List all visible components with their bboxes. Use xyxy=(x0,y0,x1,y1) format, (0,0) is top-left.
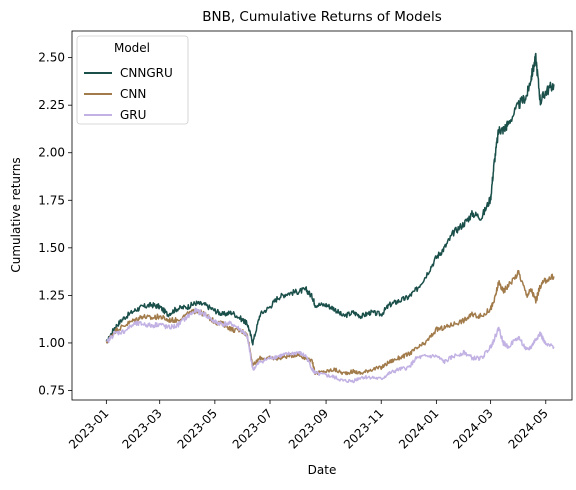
legend-title: Model xyxy=(114,41,150,55)
series-line-gru xyxy=(106,307,555,384)
x-axis-label: Date xyxy=(308,463,337,477)
x-tick-label: 2023-03 xyxy=(119,406,164,451)
x-tick-label: 2023-05 xyxy=(175,406,220,451)
series-line-cnn xyxy=(105,270,555,376)
y-tick-label: 0.75 xyxy=(38,383,65,397)
x-tick-label: 2023-01 xyxy=(66,406,111,451)
x-tick-label: 2023-11 xyxy=(341,406,386,451)
y-tick-label: 2.50 xyxy=(38,51,65,65)
y-tick-label: 1.75 xyxy=(38,193,65,207)
y-tick-label: 1.50 xyxy=(38,241,65,255)
y-tick-label: 1.25 xyxy=(38,288,65,302)
y-axis: 0.75 1.00 1.25 1.50 1.75 2.00 2.25 2.50 xyxy=(38,51,72,397)
legend-label-cnngru: CNNGRU xyxy=(120,66,173,80)
x-tick-label: 2023-09 xyxy=(286,406,331,451)
y-tick-label: 2.00 xyxy=(38,146,65,160)
legend-label-gru: GRU xyxy=(120,108,146,122)
chart-title: BNB, Cumulative Returns of Models xyxy=(202,9,442,25)
y-tick-label: 1.00 xyxy=(38,336,65,350)
legend-label-cnn: CNN xyxy=(120,87,146,101)
y-tick-label: 2.25 xyxy=(38,98,65,112)
x-tick-label: 2024-05 xyxy=(506,406,551,451)
x-axis: 2023-01 2023-03 2023-05 2023-07 2023-09 2023-… xyxy=(66,400,551,452)
x-tick-label: 2024-03 xyxy=(450,406,495,451)
x-tick-label: 2024-01 xyxy=(396,406,441,451)
x-tick-label: 2023-07 xyxy=(230,406,275,451)
plot-frame xyxy=(71,30,573,401)
legend-box xyxy=(76,35,189,125)
series-line-cnngru xyxy=(105,52,555,346)
series-layer xyxy=(105,52,555,384)
y-axis-label: Cumulative returns xyxy=(9,157,23,272)
